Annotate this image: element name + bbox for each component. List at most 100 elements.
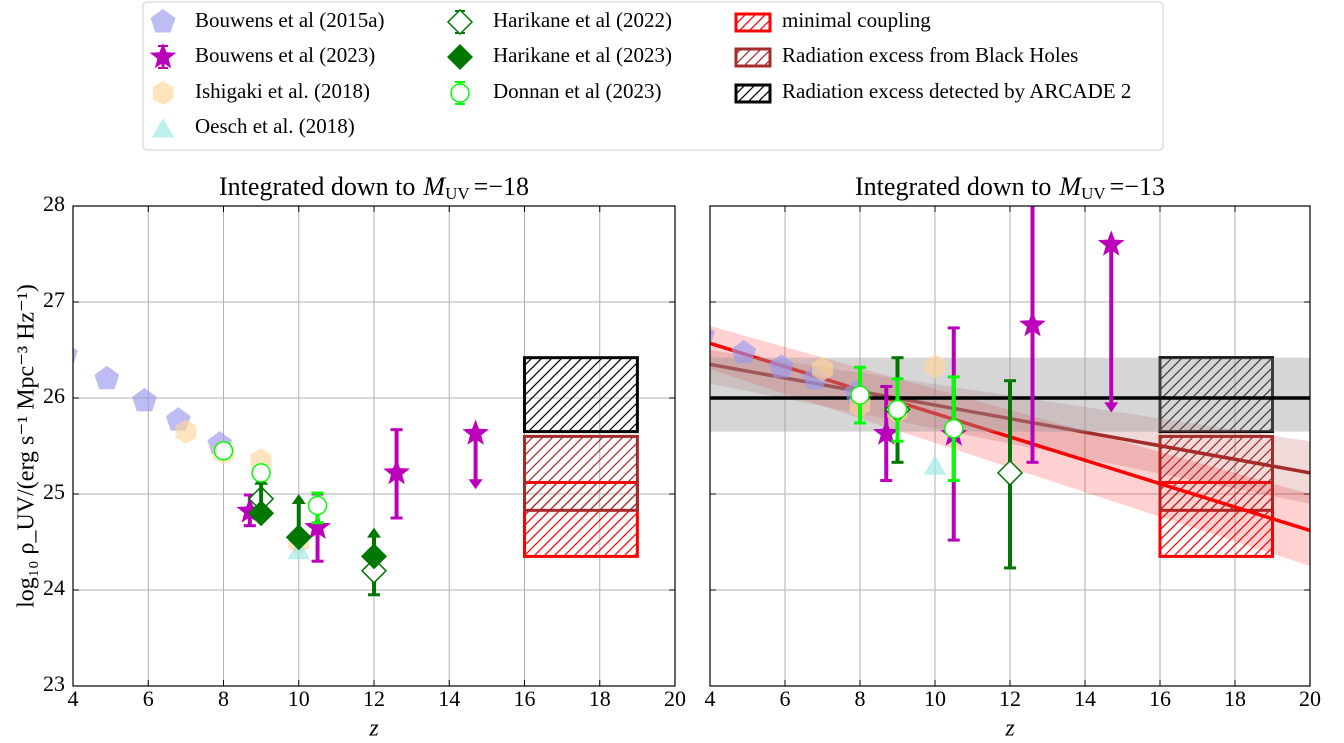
- legend-label: Ishigaki et al. (2018): [195, 79, 370, 103]
- legend-marker: [450, 83, 470, 103]
- legend-marker: [447, 44, 473, 70]
- arrow-head: [367, 527, 381, 538]
- y-tick-label: 23: [43, 671, 65, 696]
- marker: [361, 543, 387, 570]
- marker: [73, 347, 78, 366]
- x-tick-label: 20: [664, 686, 686, 711]
- plot-frame: [709, 205, 1311, 687]
- marker: [383, 458, 410, 485]
- marker: [924, 354, 946, 379]
- legend-label: Donnan et al (2023): [493, 79, 662, 103]
- marker: [285, 524, 312, 551]
- y-tick-label: 28: [43, 191, 65, 216]
- legend-marker: [151, 118, 175, 138]
- y-tick-label: 25: [43, 479, 65, 504]
- arrow-head: [1104, 402, 1119, 413]
- marker: [887, 399, 908, 420]
- legend-label: Bouwens et al (2015a): [195, 8, 385, 32]
- legend-marker: [734, 12, 772, 33]
- plot-frame: [72, 205, 676, 687]
- x-tick-label: 16: [514, 686, 536, 711]
- x-tick-label: 4: [705, 686, 716, 711]
- x-tick-label: 12: [363, 686, 385, 711]
- marker: [213, 441, 234, 461]
- x-tick-label: 8: [855, 686, 866, 711]
- marker: [872, 419, 900, 445]
- title-part: =−18: [474, 172, 529, 201]
- title-part: UV: [445, 184, 470, 203]
- x-tick-label: 18: [589, 686, 611, 711]
- box: [1158, 356, 1274, 434]
- legend-label: Oesch et al. (2018): [195, 114, 355, 138]
- marker: [923, 455, 947, 475]
- legend-label: Bouwens et al (2023): [195, 43, 375, 67]
- title-part: UV: [1081, 184, 1106, 203]
- legend-marker: [149, 43, 177, 69]
- marker: [175, 419, 197, 444]
- x-axis-label: z: [1004, 716, 1015, 742]
- marker: [850, 385, 870, 405]
- x-tick-label: 20: [1299, 686, 1321, 711]
- marker: [251, 463, 271, 483]
- legend-label: Harikane et al (2022): [493, 8, 672, 32]
- x-tick-label: 18: [1224, 686, 1246, 711]
- y-tick-label: 26: [43, 383, 65, 408]
- marker: [812, 357, 833, 382]
- legend-label: Harikane et al (2023): [493, 43, 672, 67]
- marker: [462, 419, 489, 445]
- marker: [996, 459, 1024, 486]
- title-part: =−13: [1110, 172, 1165, 201]
- panel: 4 6 8 10 12 14 16 18 20 Integrated down to MUV =−13…: [705, 172, 1322, 742]
- x-tick-label: 12: [999, 686, 1021, 711]
- x-tick-label: 8: [218, 686, 229, 711]
- x-tick-label: 6: [143, 686, 154, 711]
- y-tick-label: 27: [43, 287, 65, 312]
- marker: [731, 339, 757, 364]
- marker: [304, 513, 331, 539]
- box: [523, 434, 639, 512]
- arrow-head: [468, 479, 483, 490]
- plot-area: [73, 347, 639, 597]
- x-tick-label: 14: [438, 686, 460, 711]
- marker: [248, 500, 275, 527]
- legend-marker: [734, 47, 772, 68]
- x-tick-label: 14: [1074, 686, 1096, 711]
- arrow-head: [291, 494, 306, 504]
- marker: [360, 557, 388, 584]
- title-part: M: [422, 172, 446, 201]
- legend-marker: [152, 81, 174, 105]
- title-part: Integrated down to: [219, 172, 415, 201]
- x-tick-label: 16: [1149, 686, 1171, 711]
- marker: [236, 497, 264, 523]
- legend-label: Radiation excess from Black Holes: [782, 43, 1078, 67]
- x-tick-label: 10: [924, 686, 946, 711]
- marker: [1097, 230, 1125, 256]
- x-tick-label: 10: [288, 686, 310, 711]
- legend-label: Radiation excess detected by ARCADE 2: [782, 79, 1131, 103]
- panel-title: Integrated down to MUV =−18: [219, 172, 529, 203]
- marker: [1019, 311, 1046, 337]
- legend-marker: [734, 83, 772, 104]
- x-tick-label: 4: [68, 686, 79, 711]
- legend-marker: [446, 8, 474, 36]
- marker: [768, 354, 794, 378]
- legend-frame: [142, 1, 1164, 151]
- title-part: Integrated down to: [855, 172, 1051, 201]
- marker: [94, 365, 120, 390]
- x-tick-label: 6: [780, 686, 791, 711]
- y-tick-label: 24: [43, 575, 65, 600]
- legend-marker: [150, 9, 176, 33]
- marker: [132, 387, 157, 412]
- x-axis-label: z: [368, 716, 379, 742]
- marker: [944, 418, 964, 439]
- panel: 4 6 8 10 12 14 16 18 20 23 24 25 26 27 28 Integrated do…: [14, 172, 687, 742]
- legend-label: minimal coupling: [782, 8, 931, 32]
- plot-area: [710, 206, 1310, 570]
- y-axis-label: log₁₀ ρ_UV/(erg s⁻¹ Mpc⁻³ Hz⁻¹): [14, 284, 40, 608]
- panel-title: Integrated down to MUV =−13: [855, 172, 1165, 203]
- box: [523, 356, 639, 434]
- title-part: M: [1058, 172, 1082, 201]
- marker: [710, 328, 715, 347]
- marker: [307, 495, 328, 516]
